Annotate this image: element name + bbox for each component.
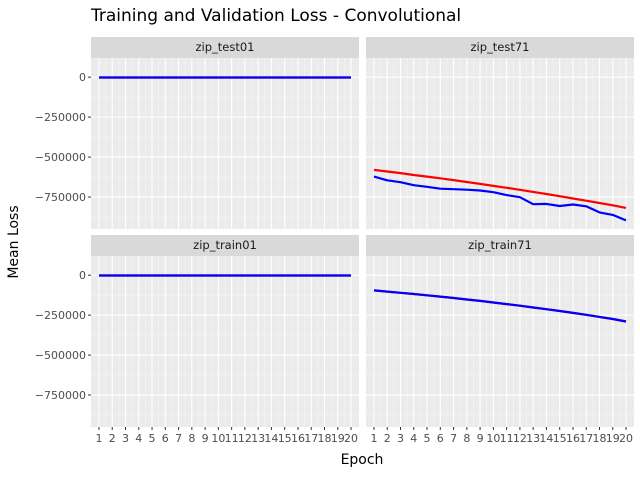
x-tick-label: 16 [291, 432, 305, 445]
x-tick-label: 12 [513, 432, 527, 445]
x-axis-label: Epoch [341, 452, 384, 468]
x-tick-label: 20 [619, 432, 633, 445]
y-tick-label: 0 [79, 269, 86, 282]
x-tick-label: 4 [135, 432, 142, 445]
x-tick-label: 20 [344, 432, 358, 445]
facet-strip [366, 37, 634, 58]
x-tick-label: 13 [526, 432, 540, 445]
facet-title: zip_test71 [471, 40, 530, 54]
y-axis-label: Mean Loss [6, 205, 22, 278]
x-tick-label: 7 [175, 432, 182, 445]
x-tick-label: 1 [370, 432, 377, 445]
y-tick-label: −500000 [35, 151, 86, 164]
x-tick-label: 18 [318, 432, 332, 445]
x-tick-label: 3 [122, 432, 129, 445]
facet-title: zip_test01 [196, 40, 255, 54]
x-tick-label: 7 [450, 432, 457, 445]
facet-strip [366, 235, 634, 256]
x-tick-label: 6 [162, 432, 169, 445]
x-tick-label: 17 [304, 432, 318, 445]
facet-panel: zip_test01 0 −250000 −500000 −750000 [35, 37, 359, 229]
x-tick-label: 5 [149, 432, 156, 445]
chart-title: Training and Validation Loss - Convoluti… [90, 6, 461, 26]
x-tick-label: 3 [397, 432, 404, 445]
x-tick-label: 13 [251, 432, 265, 445]
facet-strip [91, 37, 359, 58]
series-line [373, 289, 627, 323]
y-tick-label: −250000 [35, 309, 86, 322]
x-tick-label: 8 [463, 432, 470, 445]
y-tick-label: −750000 [35, 191, 86, 204]
x-tick-label: 9 [202, 432, 209, 445]
x-tick-label: 14 [264, 432, 278, 445]
y-tick-label: −750000 [35, 389, 86, 402]
x-tick-label: 2 [109, 432, 116, 445]
series-line [373, 175, 627, 222]
x-tick-label: 15 [278, 432, 292, 445]
x-tick-label: 18 [593, 432, 607, 445]
x-tick-label: 9 [477, 432, 484, 445]
y-tick-label: −500000 [35, 349, 86, 362]
x-tick-label: 4 [410, 432, 417, 445]
x-tick-label: 14 [539, 432, 553, 445]
facet-panel: zip_test71 [366, 37, 634, 229]
x-tick-label: 8 [188, 432, 195, 445]
y-tick-label: 0 [79, 71, 86, 84]
x-tick-label: 15 [553, 432, 567, 445]
facet-strip [91, 235, 359, 256]
x-tick-label: 10 [211, 432, 225, 445]
x-tick-label: 19 [331, 432, 345, 445]
x-tick-label: 2 [384, 432, 391, 445]
facet-title: zip_train71 [468, 238, 532, 252]
x-tick-label: 5 [424, 432, 431, 445]
x-tick-label: 11 [500, 432, 514, 445]
x-tick-label: 11 [225, 432, 239, 445]
x-tick-label: 16 [566, 432, 580, 445]
series-line [373, 168, 627, 209]
y-tick-label: −250000 [35, 111, 86, 124]
facet-title: zip_train01 [193, 238, 257, 252]
x-tick-label: 19 [606, 432, 620, 445]
x-tick-label: 17 [579, 432, 593, 445]
x-tick-label: 12 [238, 432, 252, 445]
x-tick-label: 6 [437, 432, 444, 445]
x-tick-label: 1 [95, 432, 102, 445]
x-tick-label: 10 [486, 432, 500, 445]
